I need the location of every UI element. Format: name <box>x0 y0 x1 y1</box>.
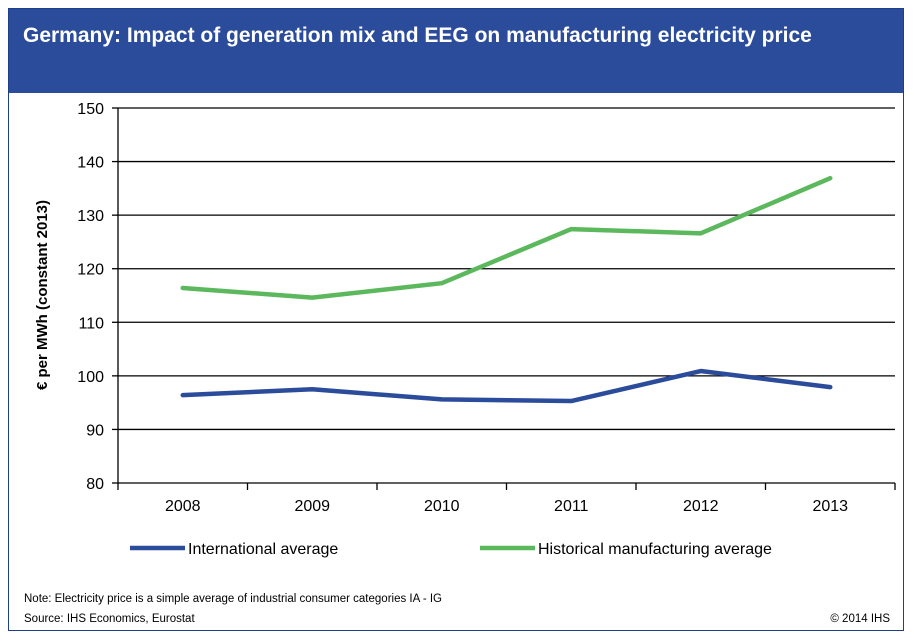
y-tick-label-120: 120 <box>77 262 104 279</box>
footnote-copyright: © 2014 IHS <box>830 613 890 625</box>
x-tick-label-2013: 2013 <box>812 498 848 515</box>
x-tick-label-2009: 2009 <box>294 498 330 515</box>
footnote-note: Note: Electricity price is a simple aver… <box>24 593 443 605</box>
y-tick-label-100: 100 <box>77 369 104 386</box>
y-axis-label: € per MWh (constant 2013) <box>34 200 51 390</box>
legend-label-1: Historical manufacturing average <box>538 541 772 558</box>
x-tick-labels: 2008 2009 2010 2011 2012 2013 <box>165 498 848 515</box>
x-tick-label-2010: 2010 <box>424 498 460 515</box>
legend: International average Historical manufact… <box>130 541 772 558</box>
gridlines <box>118 107 895 431</box>
y-tick-label-140: 140 <box>77 155 104 172</box>
x-tick-label-2011: 2011 <box>554 498 589 515</box>
y-tick-label-80: 80 <box>86 476 104 493</box>
legend-label-0: International average <box>188 541 338 558</box>
title-bar: Germany: Impact of generation mix and EE… <box>9 9 903 93</box>
x-tick-label-2012: 2012 <box>683 498 719 515</box>
y-tick-label-110: 110 <box>78 315 104 332</box>
y-tick-label-150: 150 <box>77 101 104 118</box>
footnote-source: Source: IHS Economics, Eurostat <box>24 613 195 625</box>
series-line-0 <box>180 368 833 404</box>
series-line-1 <box>180 175 833 300</box>
y-tick-labels: 80 90 100 110 120 130 140 150 <box>77 101 104 493</box>
x-tick-label-2008: 2008 <box>165 498 201 515</box>
chart-frame: Germany: Impact of generation mix and EE… <box>8 8 904 631</box>
y-tick-label-90: 90 <box>86 422 104 439</box>
axes <box>112 107 896 490</box>
series-lines <box>180 175 833 404</box>
chart-title: Germany: Impact of generation mix and EE… <box>23 24 812 47</box>
y-tick-label-130: 130 <box>77 208 104 225</box>
